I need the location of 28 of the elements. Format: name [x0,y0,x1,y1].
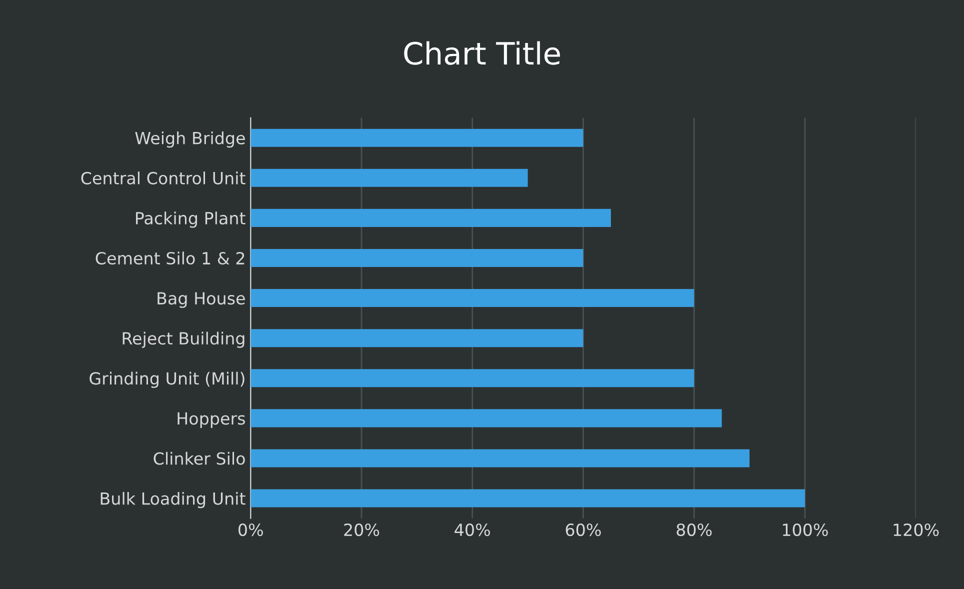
bar [250,289,694,308]
bar [250,449,750,468]
bar [250,329,584,348]
x-tick-label: 0% [238,523,263,536]
y-tick-label: Weigh Bridge [135,131,245,148]
y-tick-label: Packing Plant [136,212,246,228]
bar [250,168,528,187]
y-tick-label: Bulk Loading Unit [100,492,246,508]
y-tick-label: Central Control Unit [81,172,246,184]
x-tick-label: 40% [454,523,490,536]
y-tick-label: Cement Silo 1 & 2 [96,252,244,265]
y-tick-label: Hoppers [178,412,245,428]
x-tick-label: 60% [566,523,601,536]
y-tick-label: Bag House [158,292,245,308]
x-tick-label: 120% [894,523,939,536]
x-tick-label: 100% [782,523,828,536]
y-tick-label: Clinker Silo [154,452,245,465]
chart-title: Chart Title [404,41,560,65]
bar [250,128,584,147]
y-tick-label: Reject Building [122,332,244,348]
bar [250,208,611,227]
y-tick-label: Grinding Unit (Mill) [90,372,244,388]
x-tick-label: 80% [676,523,712,536]
bar [250,369,694,388]
bar [250,248,584,267]
bar [250,409,722,428]
x-tick-label: 20% [344,523,380,536]
bar [250,489,805,508]
